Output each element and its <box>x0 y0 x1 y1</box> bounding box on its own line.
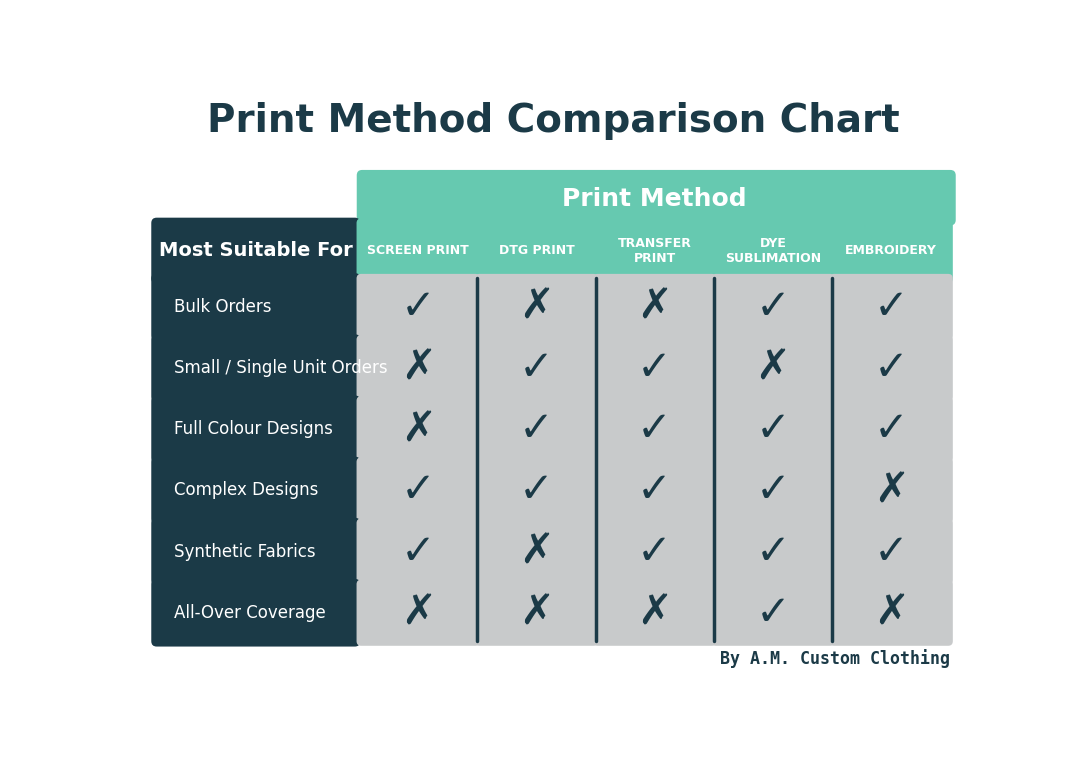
Text: DTG PRINT: DTG PRINT <box>499 244 575 257</box>
Text: ✓: ✓ <box>756 531 791 573</box>
FancyBboxPatch shape <box>151 217 361 284</box>
FancyBboxPatch shape <box>356 580 480 646</box>
Text: ✓: ✓ <box>637 409 672 450</box>
FancyBboxPatch shape <box>829 518 953 584</box>
FancyBboxPatch shape <box>829 335 953 401</box>
FancyBboxPatch shape <box>356 457 480 524</box>
Text: Print Method: Print Method <box>563 187 747 211</box>
Text: ✗: ✗ <box>637 286 672 328</box>
FancyBboxPatch shape <box>151 273 361 341</box>
Text: ✓: ✓ <box>637 469 672 511</box>
Text: Print Method Comparison Chart: Print Method Comparison Chart <box>207 102 900 141</box>
Text: By A.M. Custom Clothing: By A.M. Custom Clothing <box>720 650 950 668</box>
Text: Small / Single Unit Orders: Small / Single Unit Orders <box>174 359 388 377</box>
Text: ✗: ✗ <box>756 347 791 389</box>
Text: ✓: ✓ <box>756 469 791 511</box>
Text: ✓: ✓ <box>874 409 908 450</box>
Text: Most Suitable For: Most Suitable For <box>159 241 353 260</box>
FancyBboxPatch shape <box>475 218 598 283</box>
Text: ✓: ✓ <box>756 286 791 328</box>
Text: TRANSFER
PRINT: TRANSFER PRINT <box>618 237 691 265</box>
Text: ✗: ✗ <box>401 347 435 389</box>
FancyBboxPatch shape <box>712 396 835 462</box>
Text: DYE
SUBLIMATION: DYE SUBLIMATION <box>725 237 821 265</box>
FancyBboxPatch shape <box>712 335 835 401</box>
Text: ✓: ✓ <box>519 469 554 511</box>
Text: ✓: ✓ <box>401 531 435 573</box>
FancyBboxPatch shape <box>829 274 953 340</box>
Text: ✓: ✓ <box>401 286 435 328</box>
Text: ✓: ✓ <box>637 347 672 389</box>
FancyBboxPatch shape <box>712 218 835 283</box>
FancyBboxPatch shape <box>593 218 716 283</box>
FancyBboxPatch shape <box>593 580 716 646</box>
FancyBboxPatch shape <box>356 335 480 401</box>
Text: Bulk Orders: Bulk Orders <box>174 298 271 316</box>
Text: ✗: ✗ <box>637 591 672 634</box>
FancyBboxPatch shape <box>593 274 716 340</box>
Text: ✗: ✗ <box>519 591 554 634</box>
FancyBboxPatch shape <box>475 580 598 646</box>
FancyBboxPatch shape <box>593 335 716 401</box>
FancyBboxPatch shape <box>593 518 716 584</box>
Text: ✗: ✗ <box>519 286 554 328</box>
Text: ✓: ✓ <box>874 286 908 328</box>
FancyBboxPatch shape <box>593 396 716 462</box>
Text: SCREEN PRINT: SCREEN PRINT <box>367 244 469 257</box>
FancyBboxPatch shape <box>475 518 598 584</box>
Text: ✗: ✗ <box>401 591 435 634</box>
FancyBboxPatch shape <box>151 579 361 647</box>
Text: ✓: ✓ <box>637 531 672 573</box>
FancyBboxPatch shape <box>475 274 598 340</box>
Text: ✓: ✓ <box>519 347 554 389</box>
FancyBboxPatch shape <box>475 335 598 401</box>
FancyBboxPatch shape <box>712 580 835 646</box>
Text: ✓: ✓ <box>401 469 435 511</box>
FancyBboxPatch shape <box>151 456 361 525</box>
FancyBboxPatch shape <box>356 518 480 584</box>
FancyBboxPatch shape <box>829 457 953 524</box>
Text: ✗: ✗ <box>874 469 908 511</box>
FancyBboxPatch shape <box>475 457 598 524</box>
Text: ✗: ✗ <box>519 531 554 573</box>
FancyBboxPatch shape <box>712 457 835 524</box>
FancyBboxPatch shape <box>829 396 953 462</box>
Text: ✓: ✓ <box>756 591 791 634</box>
Text: All-Over Coverage: All-Over Coverage <box>174 604 325 622</box>
Text: EMBROIDERY: EMBROIDERY <box>846 244 937 257</box>
FancyBboxPatch shape <box>712 274 835 340</box>
Text: ✗: ✗ <box>874 591 908 634</box>
FancyBboxPatch shape <box>151 334 361 402</box>
FancyBboxPatch shape <box>356 396 480 462</box>
FancyBboxPatch shape <box>356 218 480 283</box>
FancyBboxPatch shape <box>829 218 953 283</box>
Text: ✓: ✓ <box>874 531 908 573</box>
Text: ✗: ✗ <box>401 409 435 450</box>
FancyBboxPatch shape <box>151 518 361 585</box>
FancyBboxPatch shape <box>593 457 716 524</box>
Text: ✓: ✓ <box>519 409 554 450</box>
Text: Full Colour Designs: Full Colour Designs <box>174 420 333 439</box>
FancyBboxPatch shape <box>829 580 953 646</box>
FancyBboxPatch shape <box>712 518 835 584</box>
Text: Complex Designs: Complex Designs <box>174 482 319 499</box>
FancyBboxPatch shape <box>356 274 480 340</box>
FancyBboxPatch shape <box>356 170 956 225</box>
Text: ✓: ✓ <box>756 409 791 450</box>
FancyBboxPatch shape <box>151 396 361 463</box>
FancyBboxPatch shape <box>475 396 598 462</box>
Text: Synthetic Fabrics: Synthetic Fabrics <box>174 542 315 561</box>
Text: ✓: ✓ <box>874 347 908 389</box>
